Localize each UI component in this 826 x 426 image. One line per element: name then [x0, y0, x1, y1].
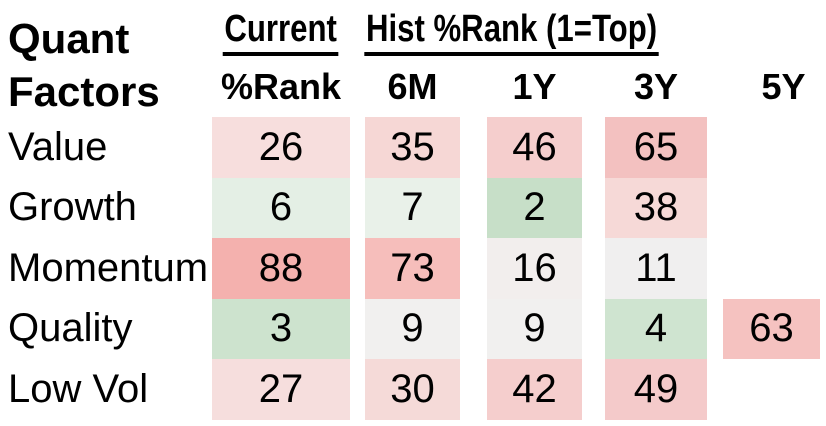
- row-label-momentum: Momentum: [8, 245, 209, 290]
- cell-momentum-3y: 11: [605, 238, 707, 299]
- group-header-current-label: Current: [223, 8, 339, 56]
- row-label-quality: Quality: [8, 306, 133, 351]
- cell-momentum-current: 88: [212, 238, 350, 299]
- cell-value-1y: 46: [487, 117, 582, 178]
- cell-lowvol-5y: [723, 359, 820, 420]
- group-header-hist: Hist %Rank (1=Top): [341, 0, 683, 56]
- cell-quality-5y: 63: [723, 298, 820, 359]
- col-header-rank: %Rank: [220, 65, 342, 107]
- cell-growth-3y: 38: [605, 177, 707, 238]
- col-header-3y: 3Y: [633, 65, 679, 107]
- cell-value-5y: [723, 117, 820, 178]
- cell-quality-6m: 9: [365, 298, 460, 359]
- cell-growth-5y: [723, 178, 820, 239]
- table-title: Quant Factors: [0, 0, 212, 117]
- cell-value-6m: 35: [365, 117, 460, 178]
- col-header-5y: 5Y: [761, 65, 806, 107]
- cell-momentum-1y: 16: [487, 238, 582, 299]
- cell-growth-1y: 2: [487, 177, 582, 238]
- cell-lowvol-1y: 42: [487, 359, 582, 420]
- cell-lowvol-current: 27: [212, 359, 350, 420]
- table-title-line2: Factors: [8, 68, 160, 115]
- cell-momentum-6m: 73: [365, 238, 460, 299]
- row-label-lowvol: Low Vol: [8, 366, 149, 411]
- cell-quality-current: 3: [212, 298, 350, 359]
- cell-lowvol-6m: 30: [365, 359, 460, 420]
- col-header-6m: 6M: [387, 65, 438, 107]
- cell-growth-current: 6: [212, 177, 350, 238]
- cell-lowvol-3y: 49: [605, 359, 707, 420]
- table-title-line1: Quant: [8, 15, 130, 62]
- cell-quality-3y: 4: [605, 298, 707, 359]
- row-label-value: Value: [8, 124, 108, 169]
- group-header-current: Current: [212, 0, 350, 56]
- cell-quality-1y: 9: [487, 298, 582, 359]
- row-label-growth: Growth: [8, 185, 137, 230]
- group-header-hist-label: Hist %Rank (1=Top): [364, 8, 660, 56]
- cell-value-3y: 65: [605, 117, 707, 178]
- cell-growth-6m: 7: [365, 177, 460, 238]
- cell-momentum-5y: [723, 238, 820, 299]
- col-header-1y: 1Y: [512, 65, 557, 107]
- cell-value-current: 26: [212, 117, 350, 178]
